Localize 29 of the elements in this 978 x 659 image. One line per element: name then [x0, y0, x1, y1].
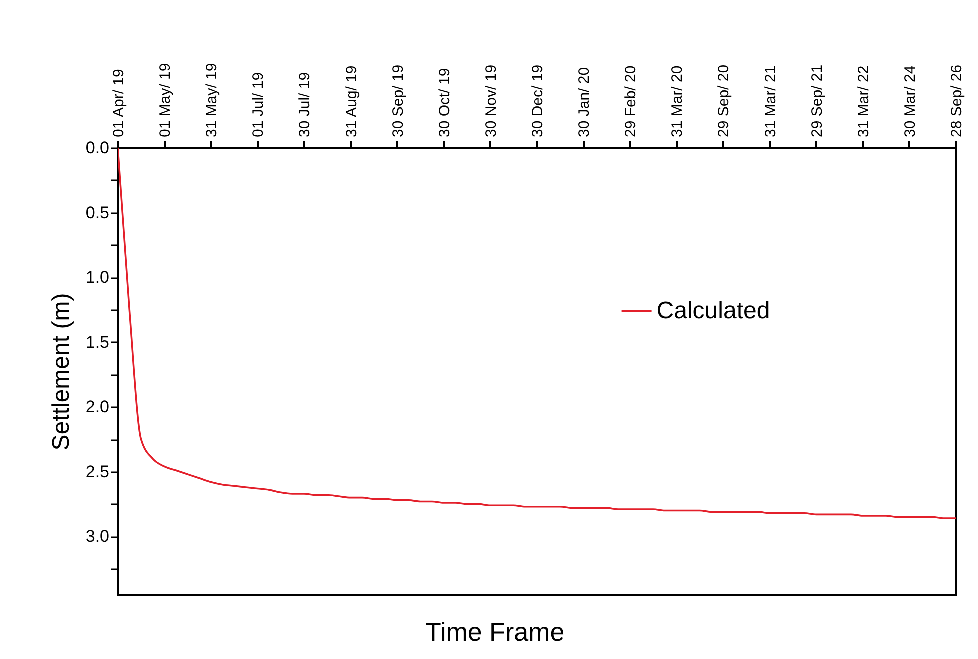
x-tick-label: 28 Sep/ 26 — [948, 64, 966, 138]
y-tick-label: 1.0 — [86, 268, 110, 288]
x-tick-label: 30 Sep/ 19 — [390, 64, 407, 138]
x-tick-label: 31 Mar/ 20 — [669, 66, 686, 138]
x-tick-label: 31 Mar/ 22 — [855, 66, 872, 138]
y-axis-title: Settlement (m) — [48, 293, 75, 451]
x-axis-title: Time Frame — [426, 617, 565, 647]
y-tick-label: 2.0 — [86, 398, 110, 417]
y-tick-label: 1.5 — [86, 332, 110, 352]
x-tick-label: 30 Jan/ 20 — [576, 67, 594, 138]
x-tick-label: 30 Dec/ 19 — [530, 64, 546, 138]
x-tick-label: 01 May/ 19 — [157, 63, 174, 138]
x-tick-label: 31 Mar/ 21 — [762, 66, 780, 138]
legend-label: Calculated — [656, 298, 770, 325]
x-tick-label: 29 Sep/ 20 — [716, 64, 733, 138]
x-tick-label: 30 Oct/ 19 — [436, 68, 454, 138]
x-tick-label: 30 Mar/ 24 — [902, 66, 919, 138]
x-tick-label: 01 Jul/ 19 — [250, 72, 268, 138]
y-tick-label: 2.5 — [86, 462, 110, 482]
x-tick-label: 29 Feb/ 20 — [622, 66, 640, 138]
x-tick-label: 30 Nov/ 19 — [482, 64, 500, 138]
x-tick-label: 29 Sep/ 21 — [808, 64, 826, 138]
x-tick-label: 01 Apr/ 19 — [110, 69, 128, 138]
text: 0.0 — [86, 138, 110, 158]
x-tick-label: 31 Aug/ 19 — [343, 66, 360, 138]
x-tick-label: 31 May/ 19 — [204, 63, 221, 138]
y-tick-label: 0.5 — [86, 203, 110, 222]
x-tick-label: 30 Jul/ 19 — [296, 72, 314, 138]
y-tick-label: 3.0 — [86, 527, 110, 546]
